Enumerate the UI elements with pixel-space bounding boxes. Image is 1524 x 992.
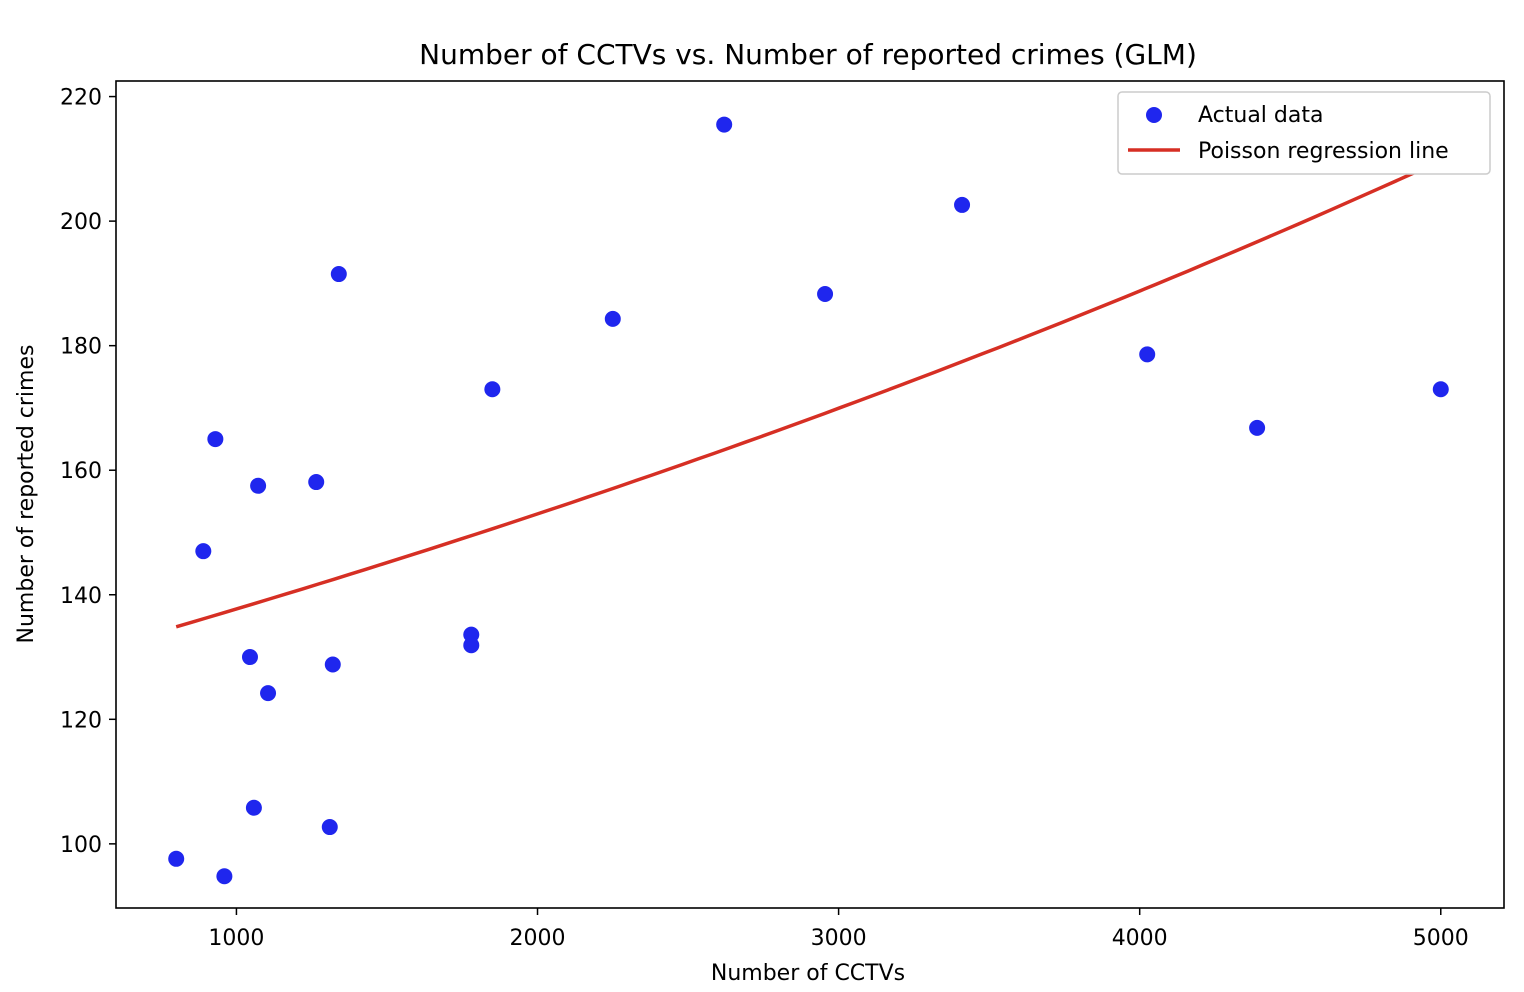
legend: Actual data Poisson regression line [1117,91,1491,175]
legend-label-regression-line: Poisson regression line [1198,139,1449,164]
data-point [1432,381,1449,398]
data-point [250,477,267,494]
x-tick-label: 1000 [208,926,264,951]
y-tick-label: 160 [60,459,102,484]
data-point [463,637,480,654]
x-axis: 1000 2000 3000 4000 5000 [208,908,1469,951]
y-tick-label: 120 [60,708,102,733]
data-point [1139,346,1156,363]
legend-box [1117,91,1491,175]
legend-label-actual-data: Actual data [1198,103,1323,128]
data-point [216,868,233,885]
y-tick-label: 200 [60,210,102,235]
data-point [260,685,277,702]
y-axis: 100 120 140 160 180 200 220 [60,86,116,858]
data-point [245,799,262,816]
y-tick-label: 180 [60,335,102,360]
data-point [207,431,224,448]
y-tick-label: 220 [60,86,102,111]
data-point [308,474,325,491]
x-tick-label: 4000 [1112,926,1168,951]
data-point [1249,419,1266,436]
data-point [604,310,621,327]
x-tick-label: 2000 [510,926,566,951]
x-axis-label: Number of CCTVs [711,961,905,986]
poisson-regression-line [175,159,1442,629]
legend-marker-actual-data [1146,107,1162,123]
data-point [241,649,258,666]
y-tick-label: 100 [60,833,102,858]
x-tick-label: 3000 [811,926,867,951]
y-tick-label: 140 [60,584,102,609]
data-points-layer [168,116,1449,885]
x-tick-label: 5000 [1413,926,1469,951]
data-point [330,266,347,283]
data-point [954,196,971,213]
regression-line-layer [175,159,1442,629]
data-point [168,850,185,867]
chart-title: Number of CCTVs vs. Number of reported c… [419,38,1197,71]
data-point [321,819,338,836]
data-point [484,381,501,398]
plot-area-frame [115,80,1505,909]
y-axis-label: Number of reported crimes [14,345,39,644]
data-point [195,543,212,560]
data-point [817,285,834,302]
data-point [716,116,733,133]
data-point [324,656,341,673]
